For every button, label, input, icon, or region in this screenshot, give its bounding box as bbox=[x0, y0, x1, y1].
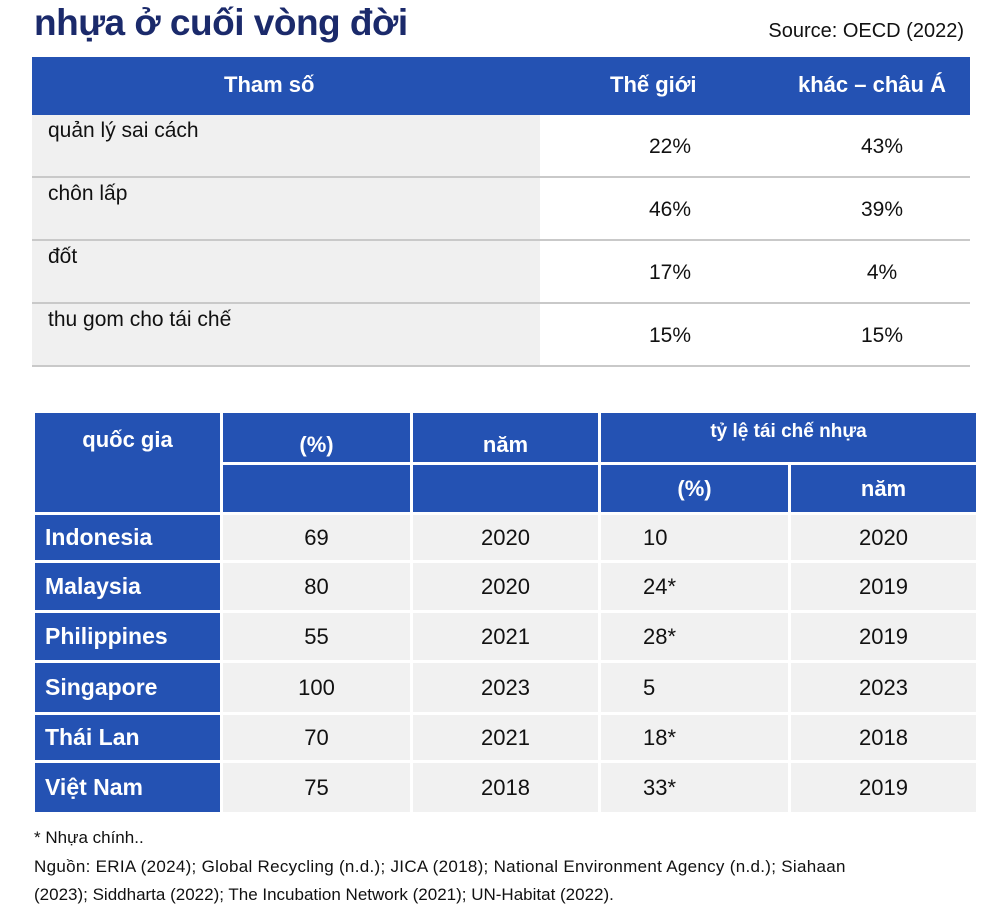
recycle-pct-value: 18* bbox=[598, 712, 791, 763]
asia-value: 39% bbox=[860, 198, 904, 221]
year-value: 2018 bbox=[410, 760, 601, 815]
pct-value: 69 bbox=[220, 512, 413, 563]
table-header: Tham số Thế giới khác – châu Á bbox=[32, 57, 970, 115]
header-empty bbox=[220, 462, 413, 515]
country-name: Philippines bbox=[32, 610, 223, 663]
pct-value: 70 bbox=[220, 712, 413, 763]
pct-value: 100 bbox=[220, 660, 413, 715]
table-row: Thái Lan 70 2021 18* 2018 bbox=[32, 712, 979, 763]
recycle-year-value: 2020 bbox=[788, 512, 979, 563]
year-value: 2023 bbox=[410, 660, 601, 715]
sources-line-1: Nguồn: ERIA (2024); Global Recycling (n.… bbox=[34, 857, 846, 876]
header-parameter: Tham số bbox=[224, 72, 315, 97]
header-recycle-year: năm bbox=[788, 462, 979, 515]
table-row: Singapore 100 2023 5 2023 bbox=[32, 660, 979, 715]
year-value: 2020 bbox=[410, 560, 601, 613]
table-row: đốt 17% 4% bbox=[32, 241, 970, 304]
header-recycle-rate: tỷ lệ tái chế nhựa bbox=[598, 410, 979, 465]
year-value: 2020 bbox=[410, 512, 601, 563]
recycle-pct-value: 5 bbox=[598, 660, 791, 715]
asia-value: 43% bbox=[860, 135, 904, 158]
page-title: nhựa ở cuối vòng đời bbox=[34, 2, 408, 43]
sources-line-2: (2023); Siddharta (2022); The Incubation… bbox=[34, 885, 614, 904]
recycling-table: quốc gia (%) năm tỷ lệ tái chế nhựa (%) … bbox=[32, 410, 979, 815]
world-value: 46% bbox=[648, 198, 692, 221]
header-empty bbox=[410, 462, 601, 515]
recycle-year-value: 2018 bbox=[788, 712, 979, 763]
header-world: Thế giới bbox=[610, 72, 697, 97]
recycle-pct-value: 24* bbox=[598, 560, 791, 613]
source-label: Source: OECD (2022) bbox=[768, 20, 964, 42]
world-value: 15% bbox=[648, 324, 692, 347]
parameter-label: chôn lấp bbox=[32, 178, 540, 239]
country-name: Thái Lan bbox=[32, 712, 223, 763]
recycle-year-value: 2019 bbox=[788, 610, 979, 663]
header-year: năm bbox=[410, 410, 601, 465]
header-recycle-pct: (%) bbox=[598, 462, 791, 515]
table-row: chôn lấp 46% 39% bbox=[32, 178, 970, 241]
year-value: 2021 bbox=[410, 712, 601, 763]
year-value: 2021 bbox=[410, 610, 601, 663]
footnote: * Nhựa chính.. bbox=[34, 828, 144, 847]
country-name: Indonesia bbox=[32, 512, 223, 563]
table-row: thu gom cho tái chế 15% 15% bbox=[32, 304, 970, 367]
header-pct: (%) bbox=[220, 410, 413, 465]
parameter-label: đốt bbox=[32, 241, 540, 302]
recycle-pct-value: 10 bbox=[598, 512, 791, 563]
header-asia: khác – châu Á bbox=[798, 72, 946, 97]
table-row: quản lý sai cách 22% 43% bbox=[32, 115, 970, 178]
recycle-year-value: 2019 bbox=[788, 760, 979, 815]
pct-value: 55 bbox=[220, 610, 413, 663]
country-name: Việt Nam bbox=[32, 760, 223, 815]
table-row: Philippines 55 2021 28* 2019 bbox=[32, 610, 979, 663]
country-name: Singapore bbox=[32, 660, 223, 715]
asia-value: 15% bbox=[860, 324, 904, 347]
parameter-label: quản lý sai cách bbox=[32, 115, 540, 176]
table-row: Indonesia 69 2020 10 2020 bbox=[32, 512, 979, 563]
pct-value: 80 bbox=[220, 560, 413, 613]
recycle-pct-value: 33* bbox=[598, 760, 791, 815]
recycle-year-value: 2019 bbox=[788, 560, 979, 613]
end-of-life-table: Tham số Thế giới khác – châu Á quản lý s… bbox=[32, 57, 970, 367]
recycle-pct-value: 28* bbox=[598, 610, 791, 663]
table-row: Việt Nam 75 2018 33* 2019 bbox=[32, 760, 979, 815]
header-country: quốc gia bbox=[32, 410, 223, 515]
world-value: 22% bbox=[648, 135, 692, 158]
recycle-year-value: 2023 bbox=[788, 660, 979, 715]
pct-value: 75 bbox=[220, 760, 413, 815]
world-value: 17% bbox=[648, 261, 692, 284]
parameter-label: thu gom cho tái chế bbox=[32, 304, 540, 365]
asia-value: 4% bbox=[866, 261, 898, 284]
country-name: Malaysia bbox=[32, 560, 223, 613]
table-row: Malaysia 80 2020 24* 2019 bbox=[32, 560, 979, 613]
